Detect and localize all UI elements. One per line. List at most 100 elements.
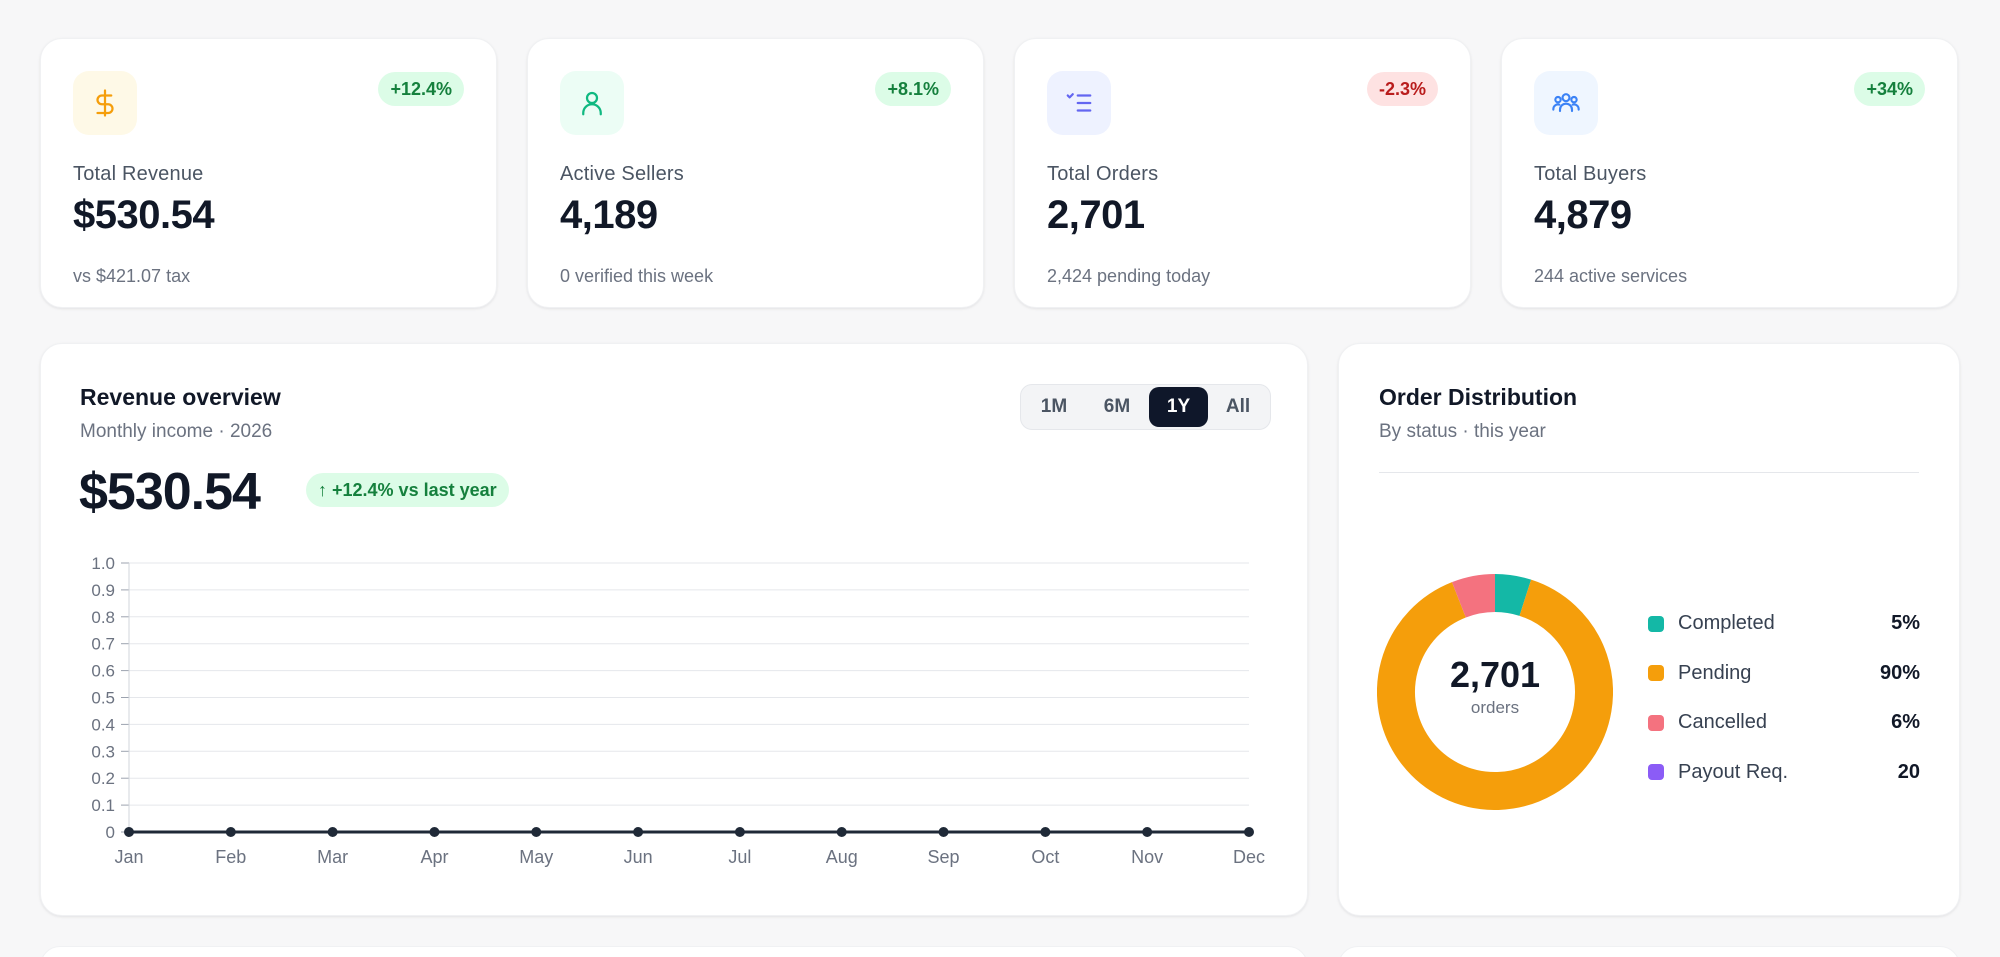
checklist-icon [1047, 71, 1111, 135]
bottom-card-right [1338, 946, 1960, 957]
stat-badge: +8.1% [875, 72, 951, 106]
y-tick-label: 0.6 [91, 662, 115, 681]
y-tick-label: 0.2 [91, 769, 115, 788]
bottom-card-left [40, 946, 1308, 957]
range-selector: 1M 6M 1Y All [1020, 384, 1271, 430]
donut-total: 2,701 [1449, 654, 1541, 695]
stat-badge: +12.4% [378, 72, 464, 106]
legend-name: Cancelled [1678, 711, 1767, 734]
donut-slice-pending [1377, 579, 1613, 810]
range-6m-button[interactable]: 6M [1103, 396, 1131, 417]
stat-label: Total Revenue [73, 163, 204, 185]
legend-value: 6% [1891, 711, 1920, 734]
y-tick-label: 0.3 [91, 742, 115, 761]
x-tick-label: Feb [215, 847, 246, 867]
x-tick-label: Dec [1233, 847, 1265, 867]
legend-name: Pending [1678, 661, 1752, 684]
legend-name: Completed [1678, 612, 1775, 635]
donut-label: orders [1470, 698, 1520, 717]
order-donut-chart [1377, 574, 1613, 810]
x-tick-label: Jun [624, 847, 653, 867]
x-tick-label: Mar [317, 847, 348, 867]
legend-swatch [1648, 615, 1664, 632]
x-tick-label: Nov [1131, 847, 1163, 867]
x-tick-label: Apr [420, 847, 448, 867]
stat-card-active-sellers: +8.1% Active Sellers 4,189 0 verified th… [527, 38, 984, 308]
distribution-legend: Completed 5% Pending 90% Cancelled 6% Pa… [1648, 599, 1920, 797]
x-tick-label: May [519, 847, 553, 867]
stat-sub: 244 active services [1534, 266, 1688, 286]
divider [1379, 472, 1919, 473]
y-tick-label: 0.8 [91, 608, 115, 627]
revenue-title: Revenue overview [80, 384, 281, 410]
range-1m-button[interactable]: 1M [1040, 396, 1068, 417]
legend-value: 90% [1879, 661, 1920, 684]
legend-item-cancelled: Cancelled 6% [1648, 698, 1920, 748]
donut-slice-completed [1494, 574, 1532, 617]
legend-name: Payout Req. [1678, 760, 1789, 783]
legend-item-payout: Payout Req. 20 [1648, 748, 1920, 798]
legend-item-pending: Pending 90% [1648, 649, 1920, 699]
revenue-growth-badge: ↑ +12.4% vs last year [306, 473, 509, 507]
range-1y-button[interactable]: 1Y [1149, 387, 1208, 427]
legend-swatch [1648, 665, 1664, 682]
users-icon [1534, 71, 1598, 135]
y-tick-label: 0.4 [91, 715, 115, 734]
stat-value: $530.54 [73, 193, 215, 237]
stat-label: Total Orders [1047, 163, 1159, 185]
revenue-line-chart: 0 0.1 0.2 0.3 0.4 0.5 0.6 0.7 0.8 0.9 1.0 Jan Feb Mar… [91, 554, 1265, 867]
revenue-subtitle: Monthly income · 2026 [80, 421, 273, 442]
user-icon [560, 71, 624, 135]
data-point [429, 827, 440, 837]
order-distribution-card: Order Distribution By status · this year… [1338, 343, 1960, 916]
stat-value: 2,701 [1047, 193, 1145, 237]
stat-sub: 2,424 pending today [1047, 266, 1211, 286]
revenue-amount: $530.54 [79, 463, 261, 521]
data-point [734, 827, 745, 837]
legend-item-completed: Completed 5% [1648, 599, 1920, 649]
data-point [836, 827, 847, 837]
stat-card-total-buyers: +34% Total Buyers 4,879 244 active servi… [1501, 38, 1958, 308]
y-tick-label: 0 [106, 823, 115, 842]
data-point [1244, 827, 1254, 837]
stat-sub: 0 verified this week [560, 266, 714, 286]
stat-card-total-revenue: +12.4% Total Revenue $530.54 vs $421.07 … [40, 38, 497, 308]
stat-sub: vs $421.07 tax [73, 266, 191, 286]
data-point [938, 827, 949, 837]
dollar-icon [73, 71, 137, 135]
y-tick-label: 0.9 [91, 581, 115, 600]
data-point [531, 827, 542, 837]
revenue-overview-card: Revenue overview Monthly income · 2026 $… [40, 343, 1308, 916]
y-tick-label: 0.7 [91, 635, 115, 654]
stat-badge: -2.3% [1366, 72, 1438, 106]
x-tick-label: Aug [826, 847, 858, 867]
stat-value: 4,189 [560, 193, 658, 237]
stat-label: Active Sellers [560, 163, 684, 185]
stat-label: Total Buyers [1534, 163, 1647, 185]
stat-badge: +34% [1854, 72, 1925, 106]
x-tick-label: Sep [928, 847, 960, 867]
distribution-subtitle: By status · this year [1379, 421, 1546, 442]
range-all-button[interactable]: All [1225, 396, 1251, 417]
x-tick-label: Jul [728, 847, 751, 867]
distribution-title: Order Distribution [1379, 384, 1578, 410]
donut-center: 2,701 orders [1377, 654, 1613, 718]
data-point [327, 827, 338, 837]
y-tick-label: 0.1 [91, 796, 115, 815]
data-point [1142, 827, 1153, 837]
data-point [124, 827, 134, 837]
legend-value: 5% [1891, 612, 1920, 635]
y-tick-label: 1.0 [91, 554, 115, 573]
legend-swatch [1648, 714, 1664, 731]
donut-slice-cancelled [1451, 574, 1496, 618]
x-tick-label: Jan [114, 847, 143, 867]
y-tick-label: 0.5 [91, 689, 115, 708]
legend-value: 20 [1897, 760, 1920, 783]
data-point [1040, 827, 1051, 837]
data-point [225, 827, 236, 837]
stat-value: 4,879 [1534, 193, 1632, 237]
legend-swatch [1648, 764, 1664, 781]
x-tick-label: Oct [1031, 847, 1059, 867]
stat-card-total-orders: -2.3% Total Orders 2,701 2,424 pending t… [1014, 38, 1471, 308]
data-point [633, 827, 644, 837]
